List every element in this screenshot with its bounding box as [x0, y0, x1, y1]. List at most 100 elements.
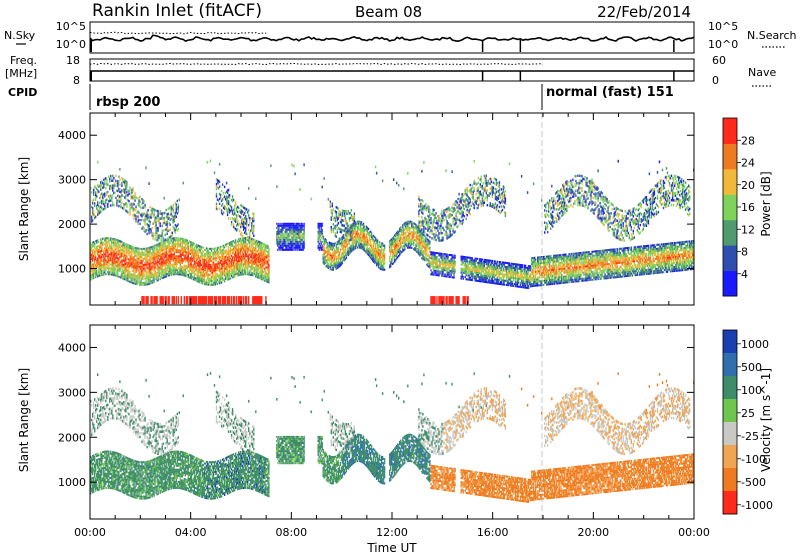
range-gate-cell — [121, 184, 122, 186]
range-gate-cell — [286, 247, 287, 249]
range-gate-cell — [155, 219, 156, 221]
range-gate-cell — [137, 215, 138, 217]
range-gate-cell — [383, 267, 384, 269]
range-gate-cell — [334, 259, 335, 261]
range-gate-cell — [214, 250, 215, 252]
range-gate-cell — [160, 222, 161, 224]
nave-label: Nave — [748, 66, 776, 79]
range-gate-cell — [222, 275, 223, 277]
range-gate-cell — [342, 212, 343, 214]
range-gate-cell — [286, 227, 287, 229]
range-gate-cell — [293, 223, 294, 225]
range-gate-cell — [149, 221, 150, 223]
range-gate-cell — [303, 225, 304, 227]
range-gate-cell — [200, 260, 201, 262]
range-gate-cell — [299, 245, 300, 247]
range-gate-cell — [265, 270, 266, 272]
range-gate-cell — [164, 197, 165, 200]
cpid-mode-1: rbsp 200 — [96, 95, 160, 110]
range-gate-cell — [354, 215, 355, 217]
range-gate-cell — [389, 258, 390, 260]
range-gate-cell — [405, 232, 406, 234]
range-gate-cell — [216, 193, 217, 195]
range-gate-cell — [319, 227, 320, 229]
range-gate-cell — [244, 257, 245, 259]
range-gate-cell — [210, 252, 211, 254]
range-gate-cell — [247, 245, 248, 247]
range-gate-cell — [108, 265, 109, 267]
range-gate-cell — [230, 217, 231, 219]
range-gate-cell — [277, 239, 278, 241]
range-gate-cell — [174, 251, 175, 253]
range-gate-cell — [340, 214, 341, 216]
range-gate-cell — [400, 226, 401, 228]
range-gate-cell — [217, 208, 218, 210]
range-gate-cell — [137, 262, 138, 264]
range-gate-cell — [245, 269, 246, 271]
range-gate-cell — [167, 225, 168, 227]
range-gate-cell — [128, 200, 129, 202]
range-gate-cell — [364, 234, 365, 236]
range-gate-cell — [300, 231, 301, 233]
range-gate-cell — [143, 272, 144, 274]
range-gate-cell — [219, 208, 220, 210]
range-gate-cell — [198, 255, 199, 257]
range-gate-cell — [248, 229, 249, 231]
range-gate-cell — [179, 257, 180, 259]
range-gate-cell — [123, 242, 124, 244]
range-gate-cell — [224, 280, 225, 282]
range-gate-cell — [140, 268, 141, 270]
range-gate-cell — [390, 255, 391, 257]
range-gate-cell — [101, 260, 102, 262]
range-gate-cell — [384, 249, 385, 251]
range-gate-cell — [246, 223, 247, 225]
range-gate-cell — [333, 208, 334, 210]
range-gate-cell — [154, 209, 155, 211]
range-gate-cell — [180, 264, 181, 266]
range-gate-cell — [119, 188, 120, 190]
range-gate-cell — [178, 206, 179, 208]
noise-series — [90, 32, 694, 52]
range-gate-cell — [188, 256, 189, 258]
range-gate-cell — [117, 183, 118, 185]
range-gate-cell — [95, 256, 96, 258]
range-gate-cell — [139, 201, 140, 203]
range-gate-cell — [104, 193, 105, 195]
range-gate-cell — [120, 269, 121, 271]
range-gate-cell — [358, 233, 359, 235]
range-gate-cell — [322, 186, 323, 189]
range-gate-cell — [173, 211, 174, 213]
noise-left-label: N.Sky — [4, 29, 36, 42]
range-gate-cell — [281, 231, 282, 233]
range-gate-cell — [105, 265, 106, 267]
range-gate-cell — [143, 266, 144, 268]
range-gate-cell — [132, 246, 133, 248]
range-gate-cell — [157, 215, 158, 217]
range-gate-cell — [219, 203, 220, 205]
range-gate-cell — [398, 184, 399, 187]
range-gate-cell — [298, 223, 299, 225]
range-gate-cell — [205, 249, 206, 251]
range-gate-cell — [350, 212, 351, 214]
range-gate-cell — [233, 199, 234, 201]
range-gate-cell — [115, 249, 116, 251]
range-gate-cell — [318, 245, 319, 247]
range-gate-cell — [242, 271, 243, 273]
range-gate-cell — [216, 195, 217, 197]
range-gate-cell — [107, 245, 108, 247]
range-gate-cell — [242, 251, 243, 253]
range-gate-cell — [347, 237, 348, 239]
range-gate-cell — [157, 279, 158, 281]
range-gate-cell — [332, 203, 333, 205]
range-gate-cell — [324, 247, 325, 249]
range-gate-cell — [332, 215, 333, 217]
range-gate-cell — [143, 248, 144, 250]
range-gate-cell — [237, 211, 238, 213]
range-gate-cell — [248, 260, 249, 262]
range-gate-cell — [234, 207, 235, 209]
range-gate-cell — [345, 217, 346, 219]
cpid-label: CPID — [8, 86, 37, 99]
nave-line — [90, 64, 543, 65]
range-gate-cell — [108, 261, 109, 263]
nave-right-tick-top: 60 — [712, 54, 726, 67]
